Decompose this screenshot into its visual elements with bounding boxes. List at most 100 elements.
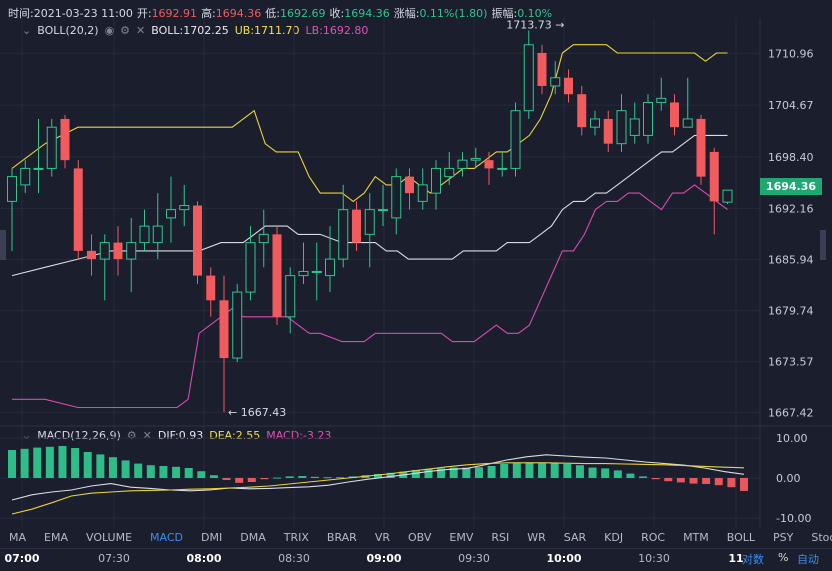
high-label: 高: xyxy=(201,7,216,20)
candle-body xyxy=(258,233,269,244)
tab-mtm[interactable]: MTM xyxy=(683,530,709,544)
candle xyxy=(166,176,176,243)
grid-lines xyxy=(0,18,832,528)
candle-body xyxy=(629,118,640,136)
tab-rsi[interactable]: RSI xyxy=(491,530,510,544)
boll-mid-line xyxy=(11,134,728,277)
price-tick-label: 1679.74 xyxy=(768,305,814,318)
candle-body xyxy=(60,118,70,161)
macd-histogram-bar xyxy=(639,476,648,478)
candle xyxy=(338,184,349,268)
candle xyxy=(484,151,494,185)
macd-histogram-bar xyxy=(310,476,319,478)
candle-body xyxy=(311,270,322,273)
auto-scale-toggle[interactable]: 自动 xyxy=(797,553,819,566)
tab-sar[interactable]: SAR xyxy=(563,530,587,544)
boll-ub-value: UB:1711.70 xyxy=(234,24,300,37)
candle-body xyxy=(325,258,335,277)
close-icon[interactable]: ✕ xyxy=(142,429,152,442)
tab-psy[interactable]: PSY xyxy=(773,530,794,544)
macd-histogram-bar xyxy=(651,478,660,480)
macd-tick-label: 0.00 xyxy=(776,472,801,485)
candle-body xyxy=(232,291,243,359)
candle xyxy=(364,193,375,268)
candle-body xyxy=(113,242,123,260)
candle-body xyxy=(431,167,441,194)
percent-scale-toggle[interactable]: % xyxy=(778,551,789,564)
price-tick-label: 1685.94 xyxy=(768,254,814,267)
chevron-down-icon[interactable]: ⌄ xyxy=(22,24,32,37)
log-scale-toggle[interactable]: 对数 xyxy=(742,553,764,566)
candle-body xyxy=(550,77,561,87)
low-label: 低: xyxy=(265,7,280,20)
time-axis: 07:00 07:30 08:00 08:30 09:00 09:30 10:00 10:30… xyxy=(0,548,832,569)
candle xyxy=(311,242,322,301)
tab-wr[interactable]: WR xyxy=(527,530,546,544)
candle-body xyxy=(378,209,388,212)
settings-gear-icon[interactable]: ⚙ xyxy=(120,24,131,37)
macd-histogram-bar xyxy=(601,468,610,478)
candle xyxy=(46,118,57,177)
candle-body xyxy=(99,242,110,260)
candle xyxy=(73,160,83,260)
candle xyxy=(219,275,229,413)
candle xyxy=(152,193,163,260)
macd-histogram-bar xyxy=(437,468,446,478)
tab-emv[interactable]: EMV xyxy=(449,530,474,544)
macd-histogram-bar xyxy=(108,457,117,478)
settings-gear-icon[interactable]: ⚙ xyxy=(126,429,137,442)
candle-body xyxy=(33,167,44,170)
macd-histogram-bar xyxy=(449,467,458,478)
price-tick-label: 1692.16 xyxy=(768,202,814,215)
chevron-down-icon[interactable]: ⌄ xyxy=(22,429,32,442)
change-label: 涨幅: xyxy=(393,7,420,20)
candle xyxy=(670,94,679,136)
macd-histogram-bar xyxy=(474,467,483,478)
macd-histogram-bar xyxy=(159,466,168,478)
amplitude-value: 0.10% xyxy=(517,7,553,20)
tab-dmi[interactable]: DMI xyxy=(201,530,223,544)
candle xyxy=(352,201,361,251)
tab-roc[interactable]: ROC xyxy=(641,530,666,544)
tab-ma[interactable]: MA xyxy=(9,530,27,544)
visibility-eye-icon[interactable]: ◉ xyxy=(104,24,115,37)
time-tick-label: 10:00 xyxy=(546,552,582,565)
chart-canvas[interactable]: 1713.73 → ← 1667.43 1710.96 1704.67 1698.40… xyxy=(0,0,832,528)
macd-histogram-bar xyxy=(689,478,698,484)
macd-histogram-bar xyxy=(727,478,736,488)
candle xyxy=(537,44,547,95)
candle xyxy=(99,234,110,301)
tab-macd[interactable]: MACD xyxy=(150,530,184,544)
tab-stochrsi[interactable]: StochRSI xyxy=(811,530,832,544)
close-icon[interactable]: ✕ xyxy=(136,24,146,37)
tab-brar[interactable]: BRAR xyxy=(326,530,357,544)
macd-histogram-bar xyxy=(298,476,307,478)
tab-dma[interactable]: DMA xyxy=(240,530,266,544)
left-scroll-handle[interactable] xyxy=(0,230,6,260)
macd-dea-value: DEA:2.55 xyxy=(209,429,261,442)
candle xyxy=(113,226,123,276)
tab-obv[interactable]: OBV xyxy=(408,530,432,544)
time-tick-label: 11 xyxy=(728,552,744,565)
candle-body xyxy=(709,151,719,202)
candle xyxy=(497,151,508,177)
high-value: 1694.36 xyxy=(215,7,262,20)
tab-ema[interactable]: EMA xyxy=(44,530,68,544)
tab-trix[interactable]: TRIX xyxy=(283,530,309,544)
tab-volume[interactable]: VOLUME xyxy=(85,530,133,544)
tab-boll[interactable]: BOLL xyxy=(726,530,756,544)
macd-histogram-bar xyxy=(222,478,231,480)
tab-kdj[interactable]: KDJ xyxy=(604,530,624,544)
candle-body xyxy=(523,44,534,112)
candle-body xyxy=(272,234,282,317)
macd-histogram-bar xyxy=(323,477,332,479)
candle-body xyxy=(590,118,600,128)
extreme-price-annotation: ← 1667.43 xyxy=(228,406,286,419)
candle xyxy=(417,168,428,210)
tab-vr[interactable]: VR xyxy=(374,530,390,544)
macd-tick-label: 10.00 xyxy=(776,432,808,445)
candle-body xyxy=(417,184,428,202)
right-scroll-handle[interactable] xyxy=(820,230,826,260)
candle xyxy=(643,94,653,144)
candle-body xyxy=(245,242,256,293)
